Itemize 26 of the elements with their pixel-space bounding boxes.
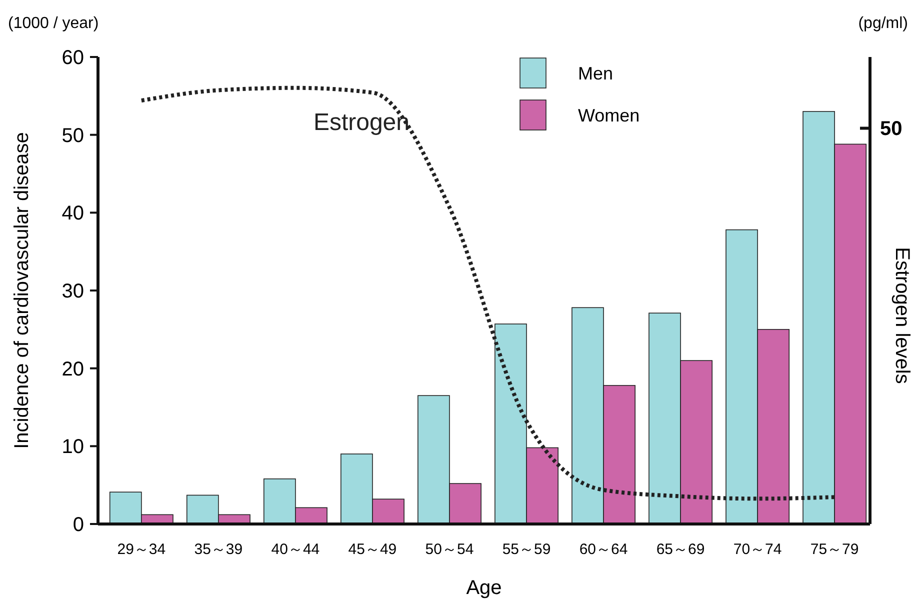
y-tick-label: 30	[62, 280, 84, 302]
x-axis-title: Age	[466, 577, 502, 599]
y2-axis-title: Estrogen levels	[891, 247, 913, 384]
y-tick-label: 20	[62, 358, 84, 380]
x-tick-label: 50～54	[425, 541, 474, 558]
text: (pg/ml)	[858, 15, 908, 32]
y-tick-label: 40	[62, 202, 84, 225]
y-tick-label: 0	[72, 514, 84, 536]
series-label: Estrogen	[313, 109, 410, 136]
x-tick-label: 45～49	[348, 541, 397, 558]
x-tick-label: 60～64	[579, 541, 628, 558]
legend-label: Women	[578, 105, 640, 126]
text: (1000 / year)	[8, 15, 99, 32]
legend-label: Men	[578, 63, 614, 84]
x-tick-label: 40～44	[271, 541, 320, 558]
x-tick-label: 35～39	[194, 541, 243, 558]
x-tick-label: 29～34	[117, 541, 166, 558]
y-tick-label: 50	[62, 124, 84, 147]
x-tick-label: 75～79	[810, 541, 859, 558]
x-tick-label: 55～59	[502, 541, 551, 558]
y2-tick-label: 50	[880, 118, 902, 140]
x-tick-label: 70～74	[733, 541, 782, 558]
y-axis-title: Incidence of cardiovascular disease	[11, 132, 33, 449]
y-tick-label: 60	[62, 47, 84, 69]
y-tick-label: 10	[62, 436, 84, 458]
x-tick-label: 65～69	[656, 541, 705, 558]
